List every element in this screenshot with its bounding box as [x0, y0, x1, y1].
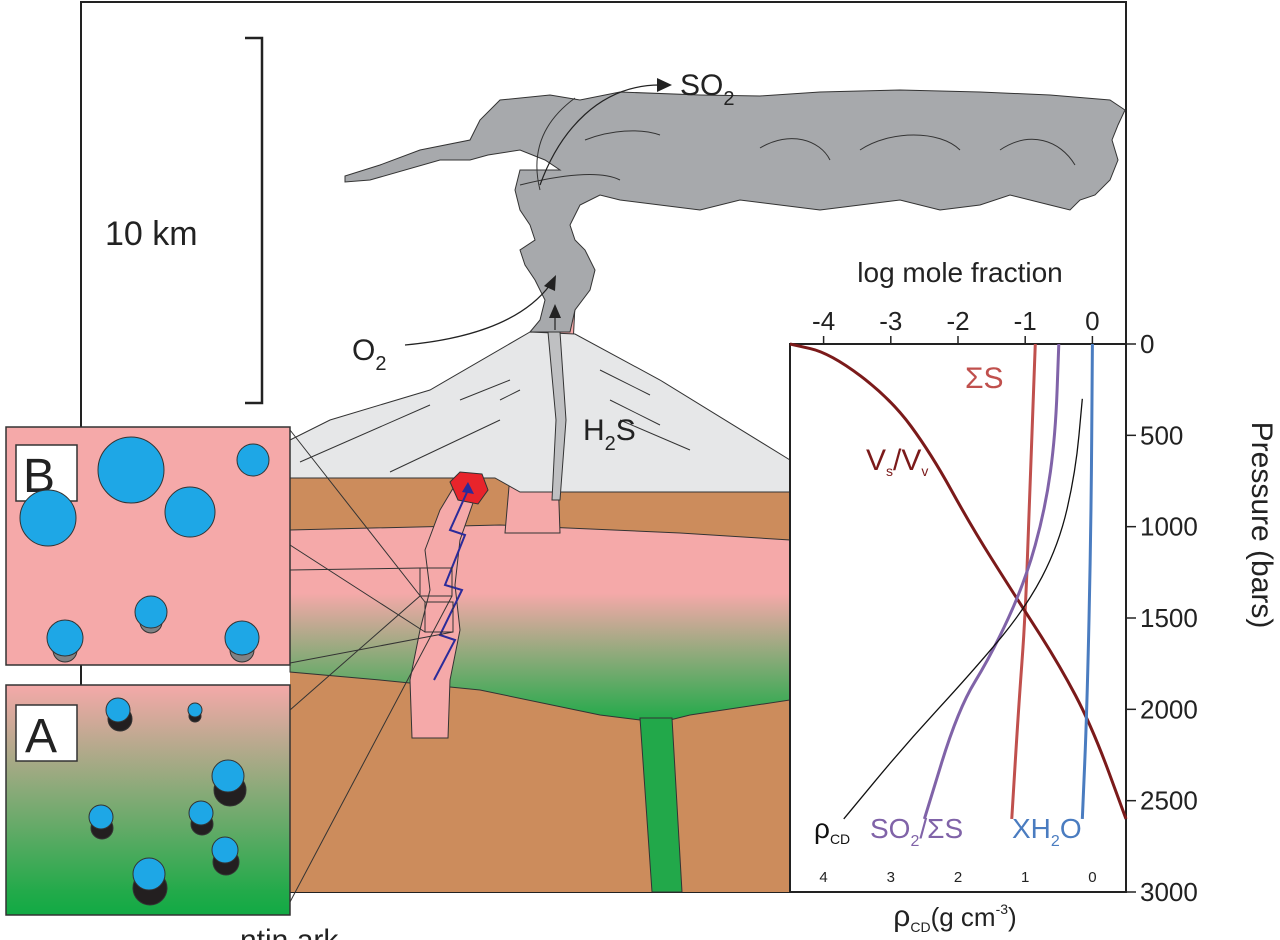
top-tick-label: -1	[1014, 306, 1037, 336]
bottom-tick-label: 3	[887, 869, 895, 886]
right-tick-label: 1000	[1140, 512, 1198, 542]
bottom-tick-label: 1	[1021, 869, 1029, 886]
chart-panel	[790, 344, 1126, 892]
top-tick-label: -2	[946, 306, 969, 336]
o2-label: O2	[352, 334, 386, 375]
right-tick-label: 2000	[1140, 694, 1198, 724]
bottom-tick-label: 0	[1088, 869, 1096, 886]
top-tick-label: -4	[812, 306, 835, 336]
right-tick-label: 2500	[1140, 786, 1198, 816]
bottom-axis-label: ρCD(g cm-3)	[893, 900, 1016, 935]
top-axis-label: log mole fraction	[857, 257, 1062, 288]
right-axis-label: Pressure (bars)	[1245, 422, 1278, 629]
right-tick-label: 0	[1140, 329, 1154, 359]
right-tick-label: 1500	[1140, 603, 1198, 633]
inset-a-label: A	[25, 710, 57, 763]
series-label-vs-vv: Vs/Vv	[866, 444, 928, 479]
scale-bar	[245, 38, 262, 403]
so2-arrowhead	[657, 78, 672, 92]
bottom-tick-label: 4	[819, 869, 827, 886]
bottom-tick-label: 2	[954, 869, 962, 886]
right-tick-label: 3000	[1140, 877, 1198, 907]
top-tick-label: 0	[1085, 306, 1099, 336]
top-tick-label: -3	[879, 306, 902, 336]
ash-plume	[345, 90, 1125, 332]
cut-off-caption: ntin ark	[240, 924, 339, 940]
right-tick-label: 500	[1140, 420, 1183, 450]
series-label-sigma-s: ΣS	[965, 362, 1004, 395]
scale-bar-label: 10 km	[105, 215, 198, 253]
